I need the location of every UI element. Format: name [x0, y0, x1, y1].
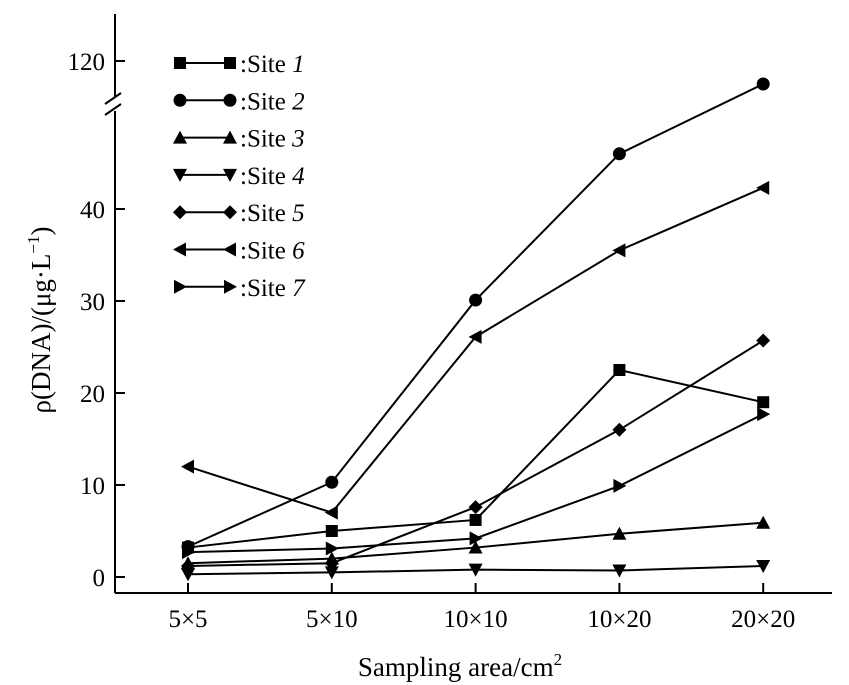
series-site-6 — [181, 180, 770, 520]
x-tick-label: 5×10 — [306, 606, 358, 633]
data-point — [756, 515, 771, 529]
legend: :Site 1 :Site 2 :Site 3 :Site 4 :Site 5 :Site… — [173, 51, 306, 302]
data-point — [469, 531, 483, 546]
legend-item-site-2: :Site 2 — [173, 88, 305, 115]
data-point — [181, 568, 195, 582]
data-point — [756, 559, 771, 573]
axes: 0 10 20 30 40 120 5×5 5×10 10×10 10×20 20×20 — [68, 14, 832, 633]
data-point — [324, 556, 339, 571]
data-point — [613, 478, 627, 493]
data-point — [757, 396, 770, 409]
data-point — [469, 293, 483, 307]
legend-item-site-7: :Site 7 — [174, 275, 306, 302]
legend-item-site-4: :Site 4 — [173, 163, 305, 190]
legend-marker — [173, 205, 187, 220]
legend-marker — [173, 130, 187, 144]
data-point — [468, 540, 483, 554]
legend-label: :Site 5 — [240, 200, 305, 227]
data-point — [756, 180, 770, 195]
data-point — [613, 364, 626, 376]
y-tick-label: 0 — [93, 565, 106, 592]
legend-label: :Site 6 — [240, 238, 305, 265]
legend-label: :Site 2 — [240, 88, 305, 115]
legend-marker — [173, 242, 186, 257]
data-point — [612, 422, 627, 437]
legend-marker — [173, 93, 187, 107]
data-point — [612, 564, 627, 578]
x-tick-label: 5×5 — [168, 606, 207, 633]
series-line — [187, 339, 764, 567]
data-point — [757, 407, 771, 422]
data-point — [469, 513, 482, 526]
data-point — [181, 459, 194, 474]
legend-label: :Site 7 — [240, 275, 306, 302]
data-point — [324, 566, 339, 580]
legend-item-site-3: :Site 3 — [173, 126, 305, 153]
legend-marker — [223, 168, 237, 182]
data-point — [324, 505, 338, 520]
legend-marker — [223, 242, 236, 257]
data-point — [612, 147, 626, 161]
axis-break-gap — [109, 97, 121, 111]
legend-marker — [223, 93, 237, 107]
legend-item-site-1: :Site 1 — [174, 51, 305, 78]
data-point — [181, 558, 195, 573]
legend-marker — [224, 279, 237, 294]
series-site-7 — [182, 407, 771, 560]
data-point — [468, 500, 483, 515]
data-point — [612, 526, 627, 540]
legend-marker — [173, 168, 187, 182]
series-site-4 — [181, 559, 771, 582]
legend-label: :Site 1 — [240, 51, 305, 78]
legend-marker — [174, 57, 186, 69]
legend-label: :Site 4 — [240, 163, 305, 190]
data-point — [325, 541, 339, 556]
legend-marker — [224, 57, 236, 69]
x-tick-label: 10×10 — [444, 606, 508, 633]
data-point — [756, 77, 770, 91]
series-line — [187, 413, 764, 554]
y-tick-label: 40 — [80, 197, 105, 224]
x-tick-label: 20×20 — [731, 606, 795, 633]
data-point — [756, 333, 771, 348]
axis-break-mark — [104, 92, 122, 105]
data-point — [325, 475, 339, 489]
series-line — [187, 83, 764, 548]
y-tick-label: 10 — [80, 473, 105, 500]
y-tick-label: 30 — [80, 289, 105, 316]
data-point — [468, 563, 483, 577]
legend-marker — [174, 279, 187, 294]
data-point — [612, 243, 626, 258]
legend-item-site-5: :Site 5 — [173, 200, 305, 227]
axis-break-mark — [104, 103, 122, 116]
data-point — [182, 545, 195, 560]
x-tick-label: 10×20 — [587, 606, 651, 633]
data-point — [468, 329, 482, 344]
x-axis-label: Sampling area/cm2 — [358, 650, 562, 682]
series-layer — [181, 77, 771, 582]
data-point — [325, 525, 338, 537]
series-site-5 — [181, 333, 771, 573]
y-axis-label: ρ(DNA)/(μg·L−1) — [24, 227, 56, 414]
y-tick-label: 20 — [80, 381, 105, 408]
legend-marker — [223, 205, 237, 220]
legend-label: :Site 3 — [240, 126, 305, 153]
y-tick-label: 120 — [68, 49, 106, 76]
legend-marker — [223, 130, 237, 144]
legend-item-site-6: :Site 6 — [173, 238, 305, 265]
